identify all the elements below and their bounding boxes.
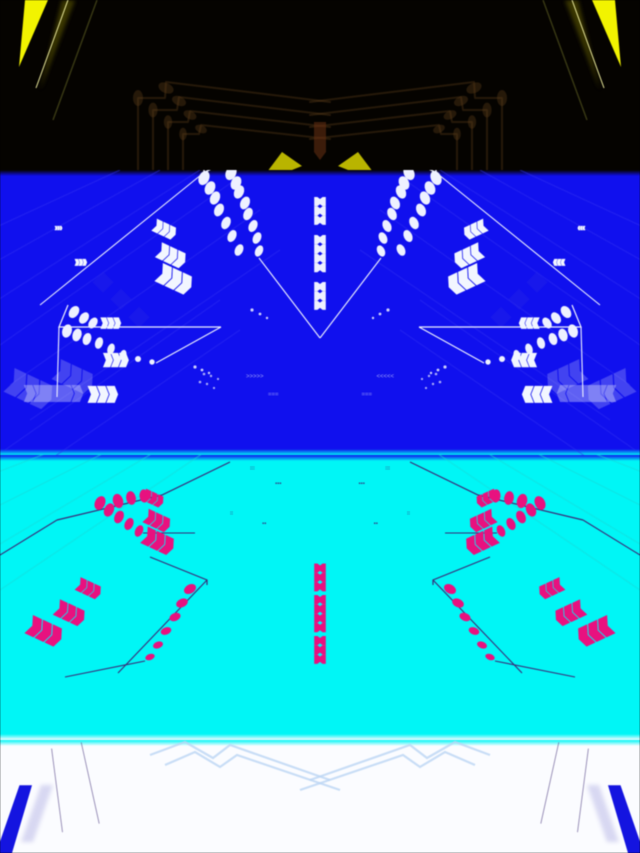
svg-text:∶∶: ∶∶ <box>230 511 234 517</box>
svg-text:>>>>>: >>>>> <box>246 374 264 380</box>
svg-text:▪▪: ▪▪ <box>262 521 266 527</box>
svg-text:===: === <box>268 392 279 398</box>
svg-text:▪▪▪: ▪▪▪ <box>275 481 281 487</box>
svg-text:∶∶∶: ∶∶∶ <box>250 466 255 472</box>
